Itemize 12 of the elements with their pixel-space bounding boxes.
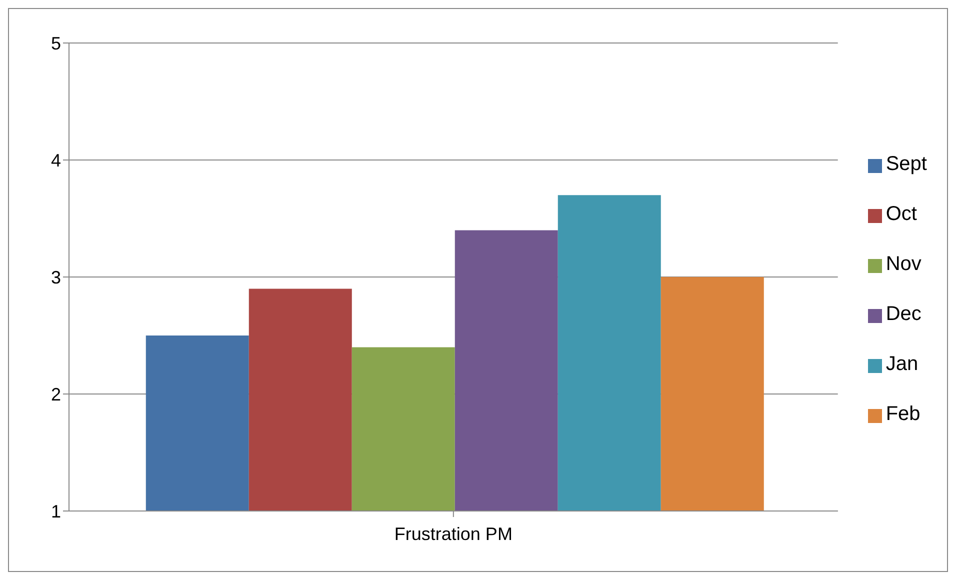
legend-label: Feb xyxy=(886,403,920,425)
y-tick-label: 4 xyxy=(50,150,61,170)
legend-label: Dec xyxy=(886,303,922,325)
legend-label: Jan xyxy=(886,353,918,375)
y-tick-label: 2 xyxy=(50,384,61,404)
legend-label: Sept xyxy=(886,153,927,175)
y-tick-label: 3 xyxy=(50,267,61,288)
y-tick-label: 1 xyxy=(50,501,61,522)
legend-label: Oct xyxy=(886,203,917,225)
legend-label: Nov xyxy=(886,253,922,275)
x-tick-label: Frustration PM xyxy=(394,524,512,544)
y-tick-label: 5 xyxy=(50,33,61,54)
